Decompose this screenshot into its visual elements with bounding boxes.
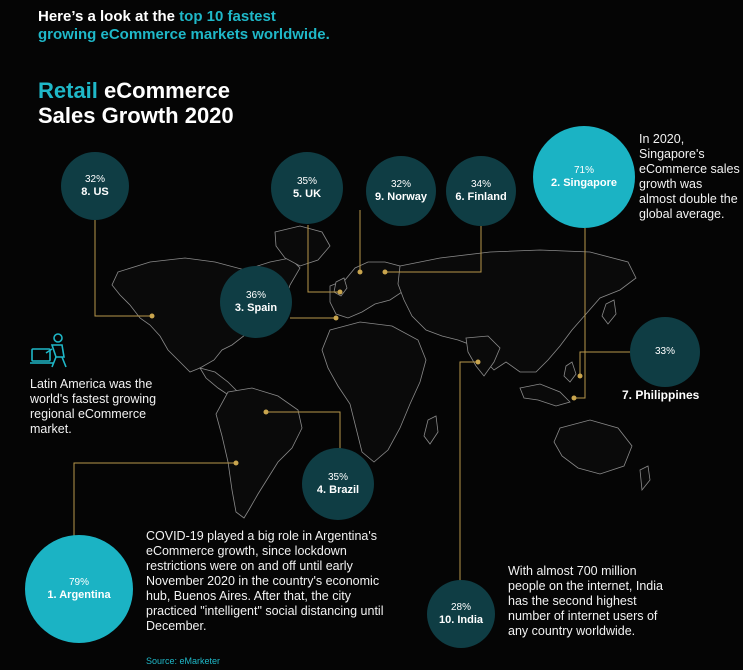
uk-growth: 35% — [296, 175, 317, 187]
new-zealand — [639, 465, 651, 492]
connector-lines — [73, 210, 632, 584]
singapore-note: In 2020, Singapore's eCommerce sales gro… — [639, 132, 740, 221]
us-label: 8. US — [81, 185, 109, 198]
norway-growth: 32% — [390, 178, 411, 190]
page-title: Retail eCommerce Sales Growth 2020 — [38, 78, 338, 128]
india-connector — [459, 361, 478, 584]
argentina-connector — [73, 462, 236, 537]
brazil-connector — [266, 411, 341, 452]
india-note: With almost 700 million people on the in… — [508, 564, 663, 638]
us-connector — [94, 218, 152, 317]
norway-label: 9. Norway — [375, 190, 427, 203]
us-dot — [149, 313, 155, 319]
us-growth: 32% — [84, 173, 105, 185]
uk-label: 5. UK — [292, 187, 322, 200]
greenland — [274, 225, 331, 267]
market-bubble-uk: 35% 5. UK — [271, 152, 343, 224]
india-dot — [475, 359, 481, 365]
philippines-connector — [579, 351, 632, 376]
india-region — [465, 335, 501, 377]
singapore-dot — [571, 395, 577, 401]
philippines-label: 7. Philippines — [622, 388, 700, 402]
argentina-dot — [233, 460, 239, 466]
philippines-dot — [577, 373, 583, 379]
singapore-label: 2. Singapore — [550, 176, 618, 189]
market-bubble-argentina: 79% 1. Argentina — [25, 535, 133, 643]
latam-note: Latin America was the world's fastest gr… — [30, 377, 157, 436]
market-bubble-brazil: 35% 4. Brazil — [302, 448, 374, 520]
location-dots — [149, 269, 583, 466]
person-at-laptop-icon — [28, 331, 72, 371]
philippines-islands — [563, 361, 577, 383]
brazil-label: 4. Brazil — [316, 483, 360, 496]
market-bubble-india: 28% 10. India — [427, 580, 495, 648]
intro-text: Here’s a look at the top 10 fastest grow… — [38, 8, 458, 44]
market-bubble-singapore: 71% 2. Singapore — [533, 126, 635, 228]
australia — [553, 419, 633, 475]
brazil-dot — [263, 409, 269, 415]
source-credit: Source: eMarketer — [146, 656, 221, 666]
market-bubble-spain: 36% 3. Spain — [220, 266, 292, 338]
spain-growth: 36% — [245, 289, 266, 301]
brazil-growth: 35% — [327, 471, 348, 483]
india-label: 10. India — [438, 613, 484, 626]
spain-label: 3. Spain — [234, 301, 278, 314]
india-growth: 28% — [450, 601, 471, 613]
norway-dot — [357, 269, 363, 275]
uk-connector — [307, 225, 340, 293]
market-bubble-philippines: 33% — [630, 317, 700, 387]
finland-label: 6. Finland — [455, 190, 507, 203]
market-bubble-us: 32% 8. US — [61, 152, 129, 220]
madagascar — [423, 415, 439, 445]
finland-growth: 34% — [470, 178, 491, 190]
japan — [601, 299, 617, 325]
singapore-growth: 71% — [573, 164, 594, 176]
title-rest: eCommerce — [97, 78, 230, 103]
argentina-growth: 79% — [68, 576, 89, 588]
finland-connector — [385, 225, 482, 273]
intro-suffix: growing eCommerce markets worldwide. — [38, 26, 330, 43]
intro-prefix: Here’s a look at the — [38, 8, 180, 25]
spain-dot — [333, 315, 339, 321]
southeast-asia-islands — [519, 383, 571, 407]
market-bubble-norway: 32% 9. Norway — [366, 156, 436, 226]
finland-dot — [382, 269, 388, 275]
singapore-connector — [574, 228, 586, 399]
argentina-note: COVID-19 played a big role in Argentina'… — [146, 529, 384, 633]
argentina-label: 1. Argentina — [47, 588, 111, 601]
africa — [321, 321, 427, 463]
continents — [111, 225, 651, 519]
intro-highlight: top 10 fastest — [179, 8, 276, 25]
south-america — [215, 387, 303, 519]
philippines-growth: 33% — [654, 346, 675, 357]
market-bubble-finland: 34% 6. Finland — [446, 156, 516, 226]
asia — [397, 249, 637, 373]
title-line2: Sales Growth 2020 — [38, 103, 234, 128]
uk-dot — [337, 289, 343, 295]
title-highlight: Retail — [38, 78, 98, 103]
